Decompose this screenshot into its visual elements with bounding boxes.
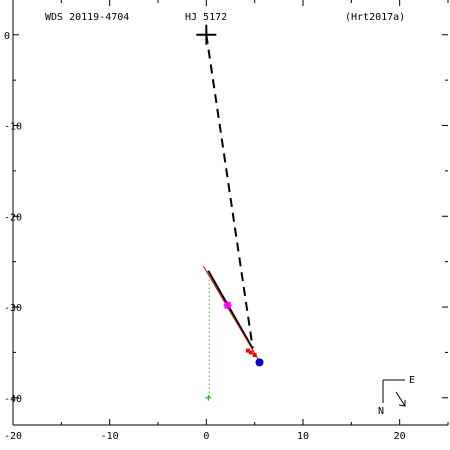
y-tick-label: 0 (4, 31, 10, 42)
x-tick-label: -20 (4, 431, 22, 442)
orbit-line (203, 265, 260, 362)
dashed-line (205, 34, 254, 349)
x-tick-label: 0 (203, 431, 209, 442)
data-series-group (196, 24, 264, 401)
header-reference-label: (Hrt2017a) (345, 12, 405, 23)
compass-arrowhead (398, 400, 406, 407)
compass-east-label: E (409, 375, 415, 386)
compass: E N (378, 375, 415, 417)
header-wds-label: WDS 20119-4704 (45, 12, 129, 23)
compass-motion-arrow (395, 391, 406, 407)
fit-line (207, 270, 254, 350)
red-measurement-marker (252, 353, 257, 358)
compass-north-label: N (378, 406, 384, 417)
y-tick-label: -10 (4, 122, 22, 133)
y-tick-label: -20 (4, 212, 22, 223)
red-measurement-marker (248, 350, 253, 355)
y-tick-label: -40 (4, 394, 22, 405)
measurement-star-d2 (223, 301, 232, 309)
last-position-dot (255, 358, 264, 367)
y-tick-label: -30 (4, 303, 22, 314)
x-tick-label: 20 (394, 431, 406, 442)
x-tick-label: 10 (297, 431, 309, 442)
red-measurement-marker (245, 348, 250, 353)
header-discoverer-label: HJ 5172 (185, 12, 227, 23)
x-tick-label: -10 (101, 431, 119, 442)
axes-frame: -20 -10 0 10 20 0 -10 -20 -30 -40 (4, 0, 449, 442)
